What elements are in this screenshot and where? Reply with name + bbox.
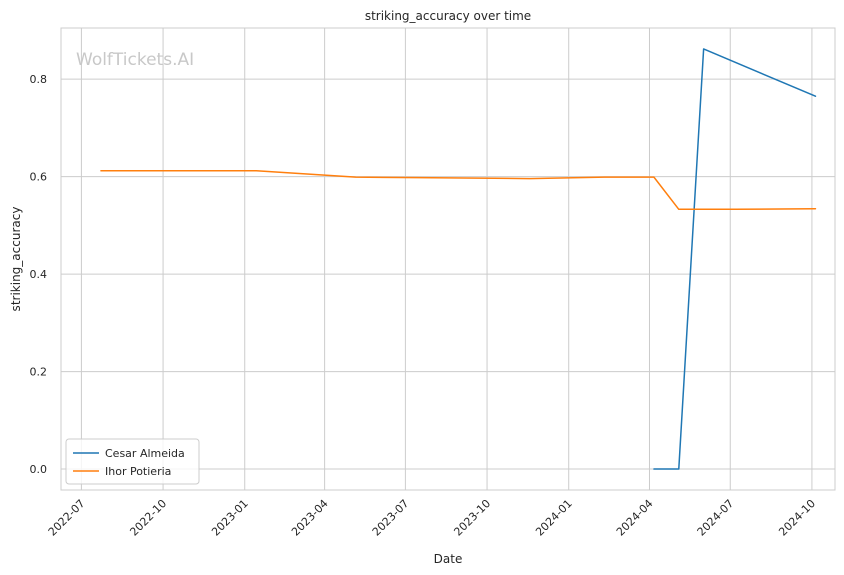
y-tick-label-0.0: 0.0 bbox=[30, 463, 48, 476]
y-axis-ticks: 0.0 0.2 0.4 0.6 0.8 bbox=[30, 73, 48, 476]
y-tick-label-0.8: 0.8 bbox=[30, 73, 48, 86]
series-lines bbox=[100, 48, 817, 470]
legend-box bbox=[65, 438, 200, 485]
legend-label-ihor-potieria: Ihor Potieria bbox=[105, 465, 171, 478]
chart-title: striking_accuracy over time bbox=[365, 9, 531, 23]
plot-frame bbox=[60, 27, 836, 491]
legend: Cesar Almeida Ihor Potieria bbox=[65, 438, 200, 485]
y-tick-label-0.6: 0.6 bbox=[30, 171, 48, 184]
y-axis-label: striking_accuracy bbox=[9, 207, 23, 312]
watermark: WolfTickets.AI bbox=[76, 50, 194, 70]
plot-area bbox=[61, 28, 835, 490]
legend-label-cesar-almeida: Cesar Almeida bbox=[105, 447, 185, 460]
y-tick-label-0.2: 0.2 bbox=[30, 366, 48, 379]
x-axis-label: Date bbox=[434, 552, 463, 566]
y-tick-label-0.4: 0.4 bbox=[30, 268, 48, 281]
grid bbox=[61, 28, 835, 490]
series-line-ihor-potieria bbox=[100, 170, 817, 211]
series-line-cesar-almeida bbox=[653, 48, 817, 470]
